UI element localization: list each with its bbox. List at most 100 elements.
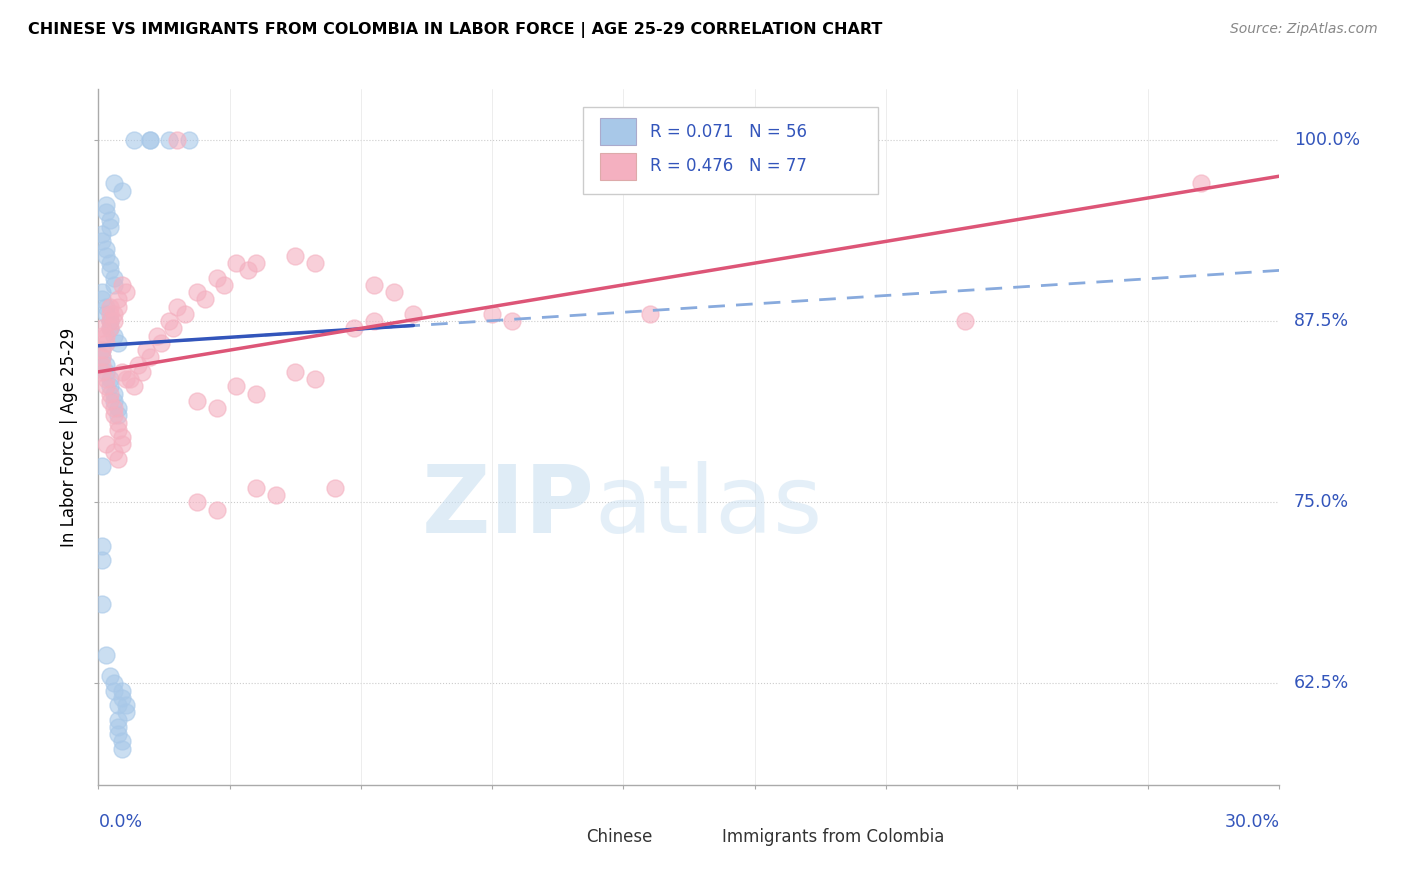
Point bbox=[96, 372, 118, 386]
Point bbox=[131, 365, 153, 379]
Point bbox=[157, 133, 180, 147]
Point bbox=[96, 648, 118, 662]
Point bbox=[382, 285, 405, 299]
Point bbox=[135, 343, 157, 358]
Point bbox=[107, 409, 129, 423]
Point bbox=[111, 277, 134, 292]
Point bbox=[225, 379, 247, 393]
Point bbox=[111, 437, 134, 451]
Point bbox=[107, 727, 129, 741]
Point bbox=[96, 242, 118, 256]
Point bbox=[107, 451, 129, 466]
Point bbox=[363, 314, 385, 328]
Text: 0.0%: 0.0% bbox=[98, 813, 142, 830]
Point bbox=[186, 393, 208, 408]
Point bbox=[98, 372, 121, 386]
Point bbox=[103, 270, 125, 285]
Text: 75.0%: 75.0% bbox=[1294, 493, 1348, 511]
Text: 62.5%: 62.5% bbox=[1294, 674, 1348, 692]
Point bbox=[91, 365, 114, 379]
Bar bbox=[547, 827, 576, 851]
Point bbox=[91, 285, 114, 299]
Point bbox=[103, 386, 125, 401]
Point bbox=[138, 351, 160, 365]
Point bbox=[236, 263, 259, 277]
Point bbox=[96, 300, 118, 314]
Point bbox=[98, 263, 121, 277]
Point bbox=[166, 133, 188, 147]
Bar bbox=[600, 119, 636, 145]
Point bbox=[91, 293, 114, 307]
Point bbox=[96, 365, 118, 379]
Text: 30.0%: 30.0% bbox=[1225, 813, 1279, 830]
Point bbox=[284, 249, 307, 263]
Point bbox=[402, 307, 425, 321]
Point bbox=[98, 393, 121, 408]
Point bbox=[501, 314, 523, 328]
Point bbox=[177, 133, 200, 147]
Point bbox=[96, 307, 118, 321]
Point bbox=[304, 256, 326, 270]
Point bbox=[91, 553, 114, 567]
Point bbox=[638, 307, 661, 321]
Point bbox=[363, 277, 385, 292]
Point bbox=[186, 285, 208, 299]
Point bbox=[107, 713, 129, 727]
Text: Source: ZipAtlas.com: Source: ZipAtlas.com bbox=[1230, 22, 1378, 37]
Point bbox=[214, 277, 236, 292]
Bar bbox=[600, 153, 636, 179]
Point bbox=[91, 343, 114, 358]
Point bbox=[98, 256, 121, 270]
Point bbox=[103, 328, 125, 343]
Point bbox=[122, 379, 145, 393]
Text: 87.5%: 87.5% bbox=[1294, 312, 1348, 330]
Point bbox=[107, 401, 129, 416]
Text: 100.0%: 100.0% bbox=[1294, 131, 1360, 149]
Point bbox=[91, 343, 114, 358]
Point bbox=[146, 328, 169, 343]
Point bbox=[115, 372, 138, 386]
Point bbox=[103, 314, 125, 328]
Point bbox=[111, 690, 134, 705]
Point bbox=[91, 235, 114, 249]
Point bbox=[953, 314, 976, 328]
Point bbox=[91, 458, 114, 473]
Point bbox=[115, 285, 138, 299]
Point bbox=[98, 314, 121, 328]
Point bbox=[323, 481, 346, 495]
Point bbox=[91, 321, 114, 335]
Point bbox=[98, 321, 121, 335]
Point bbox=[98, 307, 121, 321]
Point bbox=[98, 386, 121, 401]
Point bbox=[111, 683, 134, 698]
Text: Chinese: Chinese bbox=[586, 828, 652, 847]
Point bbox=[115, 698, 138, 713]
Point bbox=[103, 177, 125, 191]
Point bbox=[96, 358, 118, 372]
Point bbox=[96, 437, 118, 451]
Point bbox=[343, 321, 366, 335]
Point bbox=[91, 358, 114, 372]
Point bbox=[107, 423, 129, 437]
Point bbox=[96, 249, 118, 263]
Point bbox=[127, 358, 149, 372]
Point bbox=[103, 307, 125, 321]
Point bbox=[91, 351, 114, 365]
Point bbox=[157, 314, 180, 328]
Point bbox=[103, 277, 125, 292]
Point bbox=[96, 335, 118, 350]
Point bbox=[98, 379, 121, 393]
Point bbox=[98, 314, 121, 328]
Point bbox=[150, 335, 173, 350]
Text: R = 0.071   N = 56: R = 0.071 N = 56 bbox=[650, 122, 807, 141]
Point bbox=[103, 444, 125, 458]
Point bbox=[174, 307, 197, 321]
Point bbox=[107, 293, 129, 307]
Point bbox=[107, 300, 129, 314]
FancyBboxPatch shape bbox=[582, 106, 877, 194]
Text: R = 0.476   N = 77: R = 0.476 N = 77 bbox=[650, 157, 807, 176]
Point bbox=[96, 205, 118, 219]
Point bbox=[96, 328, 118, 343]
Point bbox=[717, 133, 740, 147]
Point bbox=[98, 300, 121, 314]
